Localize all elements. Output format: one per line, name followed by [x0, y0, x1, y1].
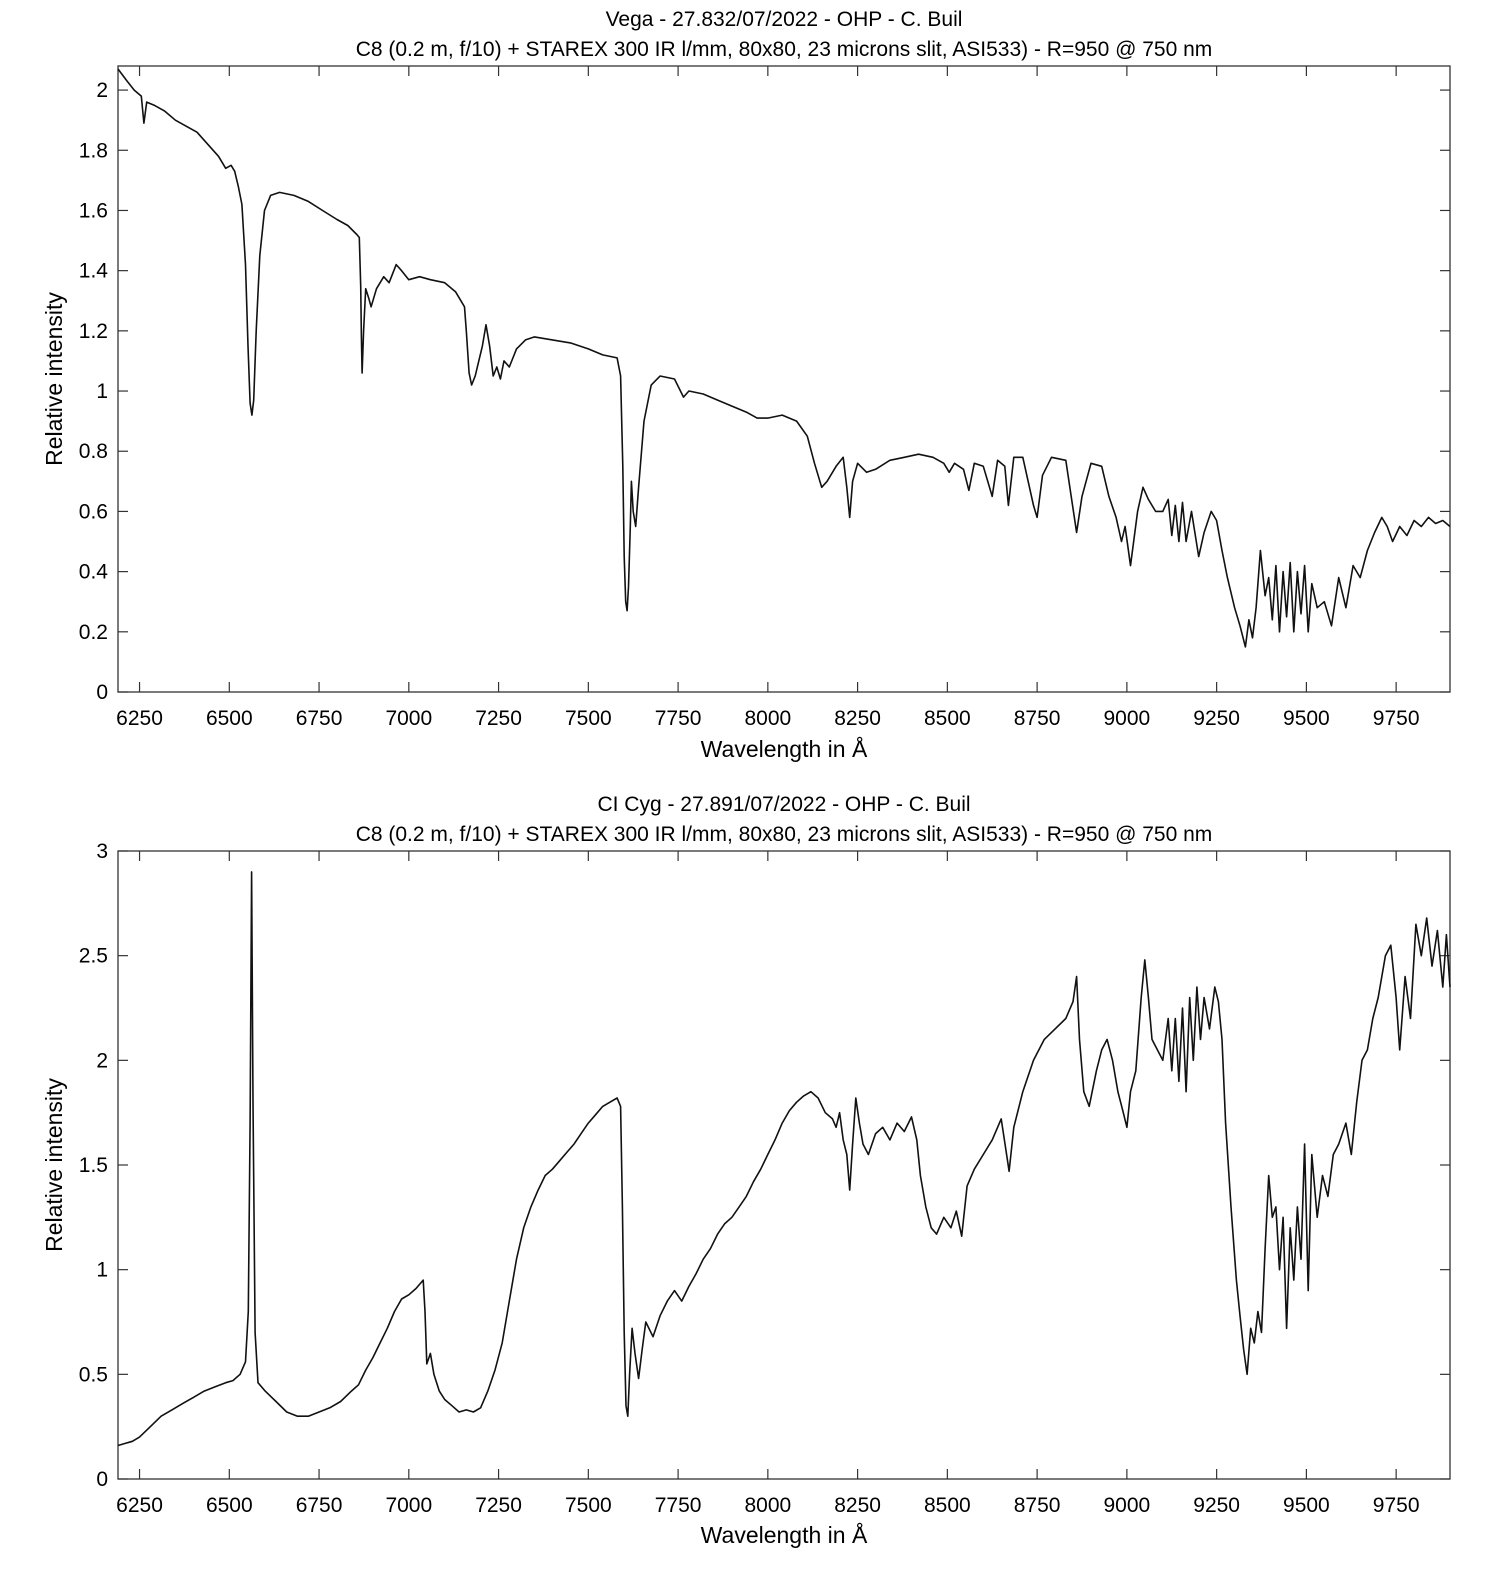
ci-cyg-x-tick-label: 8000: [744, 1494, 791, 1517]
vega-x-tick-label: 9000: [1104, 707, 1151, 730]
vega-x-tick-label: 6250: [116, 707, 163, 730]
ci-cyg-x-tick-label: 7750: [655, 1494, 702, 1517]
vega-y-tick-label: 0.8: [79, 440, 108, 463]
vega-x-tick-label: 7500: [565, 707, 612, 730]
ci-cyg-x-tick-label: 9750: [1373, 1494, 1420, 1517]
vega-y-tick-label: 2: [96, 79, 108, 102]
vega-x-tick-label: 7000: [385, 707, 432, 730]
ci-cyg-x-tick-label: 8500: [924, 1494, 971, 1517]
ci-cyg-x-axis-label: Wavelength in Å: [701, 1521, 868, 1548]
ci-cyg-y-tick-label: 1.5: [79, 1154, 108, 1177]
ci-cyg-x-tick-label: 8750: [1014, 1494, 1061, 1517]
vega-y-tick-label: 1.8: [79, 139, 108, 162]
vega-y-tick-label: 0: [96, 681, 108, 704]
vega-x-tick-label: 9750: [1373, 707, 1420, 730]
vega-x-tick-label: 9500: [1283, 707, 1330, 730]
ci-cyg-x-tick-label: 7500: [565, 1494, 612, 1517]
ci-cyg-y-tick-label: 1: [96, 1259, 108, 1282]
vega-chart-title: Vega - 27.832/07/2022 - OHP - C. Buil: [606, 8, 963, 31]
vega-x-tick-label: 8250: [834, 707, 881, 730]
ci-cyg-spectrum-panel: CI Cyg - 27.891/07/2022 - OHP - C. Buil …: [41, 793, 1451, 1548]
ci-cyg-y-tick-label: 2: [96, 1049, 108, 1072]
vega-y-axis-label: Relative intensity: [41, 292, 67, 466]
vega-y-tick-label: 0.2: [79, 621, 108, 644]
vega-chart-subtitle: C8 (0.2 m, f/10) + STAREX 300 IR l/mm, 8…: [356, 38, 1213, 61]
vega-y-tick-label: 1.4: [79, 260, 109, 283]
vega-x-tick-label: 7250: [475, 707, 522, 730]
ci-cyg-y-tick-label: 2.5: [79, 945, 108, 968]
ci-cyg-spectrum-line: [117, 871, 1451, 1447]
vega-y-tick-label: 0.6: [79, 500, 108, 523]
ci-cyg-x-tick-label: 7000: [385, 1494, 432, 1517]
vega-x-tick-label: 7750: [655, 707, 702, 730]
vega-x-tick-label: 6750: [296, 707, 343, 730]
vega-x-tick-label: 8750: [1014, 707, 1061, 730]
ci-cyg-x-tick-label: 9000: [1104, 1494, 1151, 1517]
vega-x-tick-label: 8000: [744, 707, 791, 730]
ci-cyg-x-tick-label: 9250: [1193, 1494, 1240, 1517]
vega-x-axis-label: Wavelength in Å: [701, 735, 868, 762]
vega-x-tick-label: 6500: [206, 707, 253, 730]
ci-cyg-x-tick-label: 6500: [206, 1494, 253, 1517]
ci-cyg-x-tick-label: 6750: [296, 1494, 343, 1517]
ci-cyg-x-tick-label: 7250: [475, 1494, 522, 1517]
ci-cyg-y-tick-label: 3: [96, 840, 108, 863]
vega-y-tick-label: 0.4: [79, 561, 109, 584]
ci-cyg-chart-subtitle: C8 (0.2 m, f/10) + STAREX 300 IR l/mm, 8…: [356, 823, 1213, 846]
ci-cyg-x-tick-label: 9500: [1283, 1494, 1330, 1517]
ci-cyg-y-axis-label: Relative intensity: [41, 1078, 67, 1252]
ci-cyg-x-tick-label: 8250: [834, 1494, 881, 1517]
vega-x-tick-label: 8500: [924, 707, 971, 730]
vega-plot-area: [117, 65, 1451, 693]
vega-spectrum-line: [117, 68, 1451, 648]
vega-spectrum-panel: Vega - 27.832/07/2022 - OHP - C. Buil C8…: [41, 8, 1451, 762]
vega-y-tick-label: 1.2: [79, 320, 108, 343]
ci-cyg-x-tick-label: 6250: [116, 1494, 163, 1517]
ci-cyg-chart-title: CI Cyg - 27.891/07/2022 - OHP - C. Buil: [597, 793, 970, 816]
ci-cyg-plot-area: [117, 850, 1451, 1480]
vega-axes: 6250 6500 6750 7000 7250 7500 7750 8000 8250 8500…: [79, 66, 1450, 730]
vega-y-tick-label: 1.6: [79, 199, 108, 222]
vega-x-tick-label: 9250: [1193, 707, 1240, 730]
ci-cyg-y-tick-label: 0: [96, 1468, 108, 1491]
ci-cyg-axes: 6250 6500 6750 7000 7250 7500 7750 8000 8250 8500…: [79, 840, 1450, 1517]
vega-y-tick-label: 1: [96, 380, 108, 403]
ci-cyg-y-tick-label: 0.5: [79, 1363, 108, 1386]
